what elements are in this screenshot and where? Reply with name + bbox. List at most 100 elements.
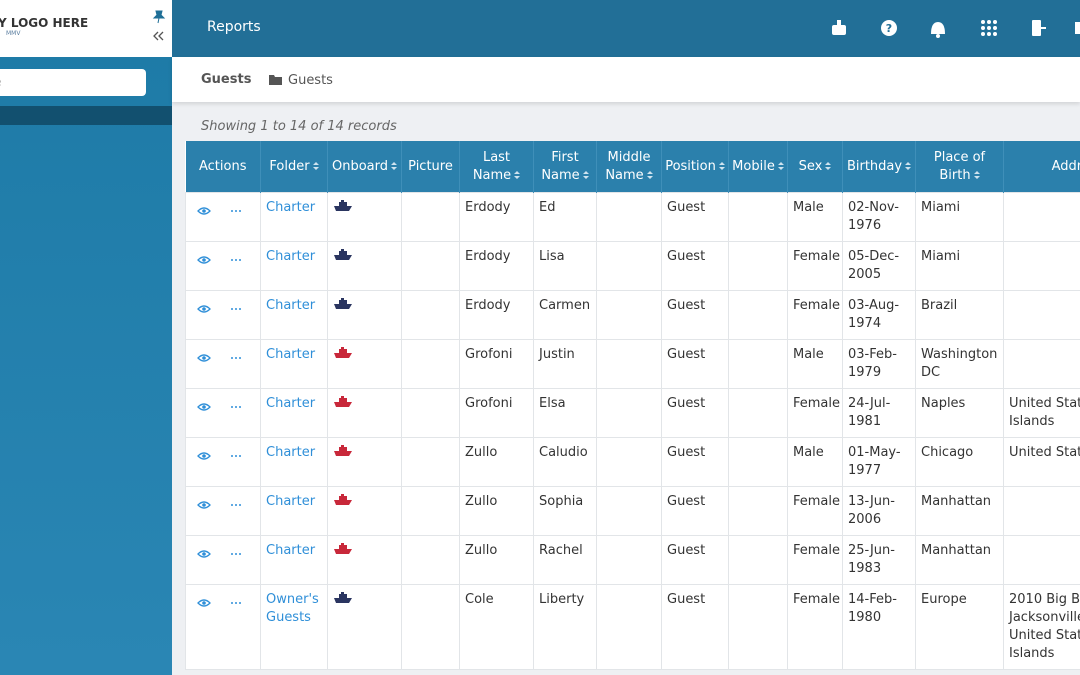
cell-folder: Charter xyxy=(260,437,328,487)
cell-address xyxy=(1003,290,1080,340)
cell-position: Guest xyxy=(661,241,729,291)
row-actions[interactable] xyxy=(191,297,251,319)
birthday: 24-Jul-1981 xyxy=(848,396,891,429)
table-row: Charter Zullo Rachel Guest Female 25-Jun-1983… xyxy=(185,535,1080,585)
column-header[interactable]: Folder xyxy=(260,141,328,193)
cell-address: 2010 Big Bird lane Jacksonville 31102 Un… xyxy=(1003,584,1080,670)
row-actions[interactable] xyxy=(191,493,251,515)
column-header[interactable]: Sex xyxy=(787,141,843,193)
cell-last-name: Cole xyxy=(459,584,534,670)
column-label: Position xyxy=(665,158,716,174)
topbar-title: Reports xyxy=(207,19,261,35)
first-name: Sophia xyxy=(539,494,584,509)
column-header[interactable]: Address xyxy=(1003,141,1080,193)
column-header[interactable]: Middle Name xyxy=(596,141,662,193)
column-header[interactable]: Mobile xyxy=(728,141,788,193)
cell-address: United States xyxy=(1003,437,1080,487)
cell-place-of-birth: Chicago xyxy=(915,437,1004,487)
folder[interactable]: Charter xyxy=(266,298,316,313)
topbar-icons[interactable]: ? xyxy=(827,16,1080,40)
cell-address: United States Virgin Islands xyxy=(1003,388,1080,438)
table-row: Charter Grofoni Elsa Guest Female 24-Jul-1981… xyxy=(185,388,1080,438)
cell-first-name: Ed xyxy=(533,192,597,242)
column-header[interactable]: Birthday xyxy=(842,141,916,193)
birthday: 02-Nov-1976 xyxy=(848,200,899,233)
cell-folder: Charter xyxy=(260,241,328,291)
cell-last-name: Zullo xyxy=(459,486,534,536)
folder[interactable]: Charter xyxy=(266,347,316,362)
column-header[interactable]: First Name xyxy=(533,141,597,193)
column-header[interactable]: Last Name xyxy=(459,141,534,193)
cell-place-of-birth: Washington DC xyxy=(915,339,1004,389)
breadcrumb-page[interactable]: Guests xyxy=(201,72,252,87)
cell-last-name: Grofoni xyxy=(459,388,534,438)
folder[interactable]: Owner's Guests xyxy=(266,592,319,625)
cell-first-name: Caludio xyxy=(533,437,597,487)
cell-last-name: Erdody xyxy=(459,241,534,291)
column-label: Address xyxy=(1051,158,1080,174)
last-name: Cole xyxy=(465,592,494,607)
column-label: Picture xyxy=(408,158,453,174)
sort-icon xyxy=(718,162,725,170)
sort-icon xyxy=(391,162,397,170)
folder[interactable]: Charter xyxy=(266,494,316,509)
sex: Female xyxy=(793,592,841,607)
column-header[interactable]: Position xyxy=(661,141,729,193)
cell-birthday: 01-May-1977 xyxy=(842,437,916,487)
row-actions[interactable] xyxy=(191,395,251,417)
sex: Female xyxy=(793,396,841,411)
position: Guest xyxy=(667,494,706,509)
column-label: Mobile xyxy=(732,158,775,174)
row-actions[interactable] xyxy=(191,444,251,466)
table-row: Charter Erdody Carmen Guest Female 03-Aug-197… xyxy=(185,290,1080,340)
column-header[interactable]: Onboard xyxy=(327,141,402,193)
cell-birthday: 03-Feb-1979 xyxy=(842,339,916,389)
cell-mobile xyxy=(728,584,788,670)
sex: Female xyxy=(793,543,841,558)
sort-icon xyxy=(973,171,980,179)
cell-address xyxy=(1003,486,1080,536)
cell-place-of-birth: Miami xyxy=(915,192,1004,242)
first-name: Carmen xyxy=(539,298,591,313)
breadcrumb-folder[interactable]: Guests xyxy=(288,73,333,88)
position: Guest xyxy=(667,347,706,362)
onboard-icon xyxy=(334,592,352,603)
cell-onboard xyxy=(327,437,402,487)
cell-onboard xyxy=(327,339,402,389)
table-row: Charter Zullo Caludio Guest Male 01-May-1977 C… xyxy=(185,437,1080,487)
cell-position: Guest xyxy=(661,192,729,242)
sidebar-controls[interactable] xyxy=(152,9,166,49)
row-actions[interactable] xyxy=(191,542,251,564)
cell-middle-name xyxy=(596,339,662,389)
row-actions[interactable] xyxy=(191,199,251,221)
folder[interactable]: Charter xyxy=(266,396,316,411)
cell-actions xyxy=(185,241,261,291)
table-wrap: Actions Folder Onboard Picture Last Name Firs… xyxy=(185,141,1080,675)
sex: Female xyxy=(793,298,841,313)
cell-birthday: 14-Feb-1980 xyxy=(842,584,916,670)
row-actions[interactable] xyxy=(191,591,251,613)
folder[interactable]: Charter xyxy=(266,445,316,460)
cell-middle-name xyxy=(596,535,662,585)
cell-address xyxy=(1003,339,1080,389)
row-actions[interactable] xyxy=(191,346,251,368)
folder[interactable]: Charter xyxy=(266,543,316,558)
cell-sex: Male xyxy=(787,437,843,487)
folder[interactable]: Charter xyxy=(266,249,316,264)
folder[interactable]: Charter xyxy=(266,200,316,215)
cell-place-of-birth: Manhattan xyxy=(915,535,1004,585)
row-actions[interactable] xyxy=(191,248,251,270)
cell-middle-name xyxy=(596,437,662,487)
cell-picture xyxy=(401,437,460,487)
birthday: 14-Feb-1980 xyxy=(848,592,897,625)
column-header[interactable]: Place of Birth xyxy=(915,141,1004,193)
cell-mobile xyxy=(728,388,788,438)
sort-icon xyxy=(582,171,589,179)
cell-last-name: Grofoni xyxy=(459,339,534,389)
cell-picture xyxy=(401,290,460,340)
column-label: Folder xyxy=(269,158,310,174)
cell-mobile xyxy=(728,241,788,291)
cell-first-name: Carmen xyxy=(533,290,597,340)
sort-icon xyxy=(825,162,832,170)
search-input[interactable]: e xyxy=(0,69,146,96)
